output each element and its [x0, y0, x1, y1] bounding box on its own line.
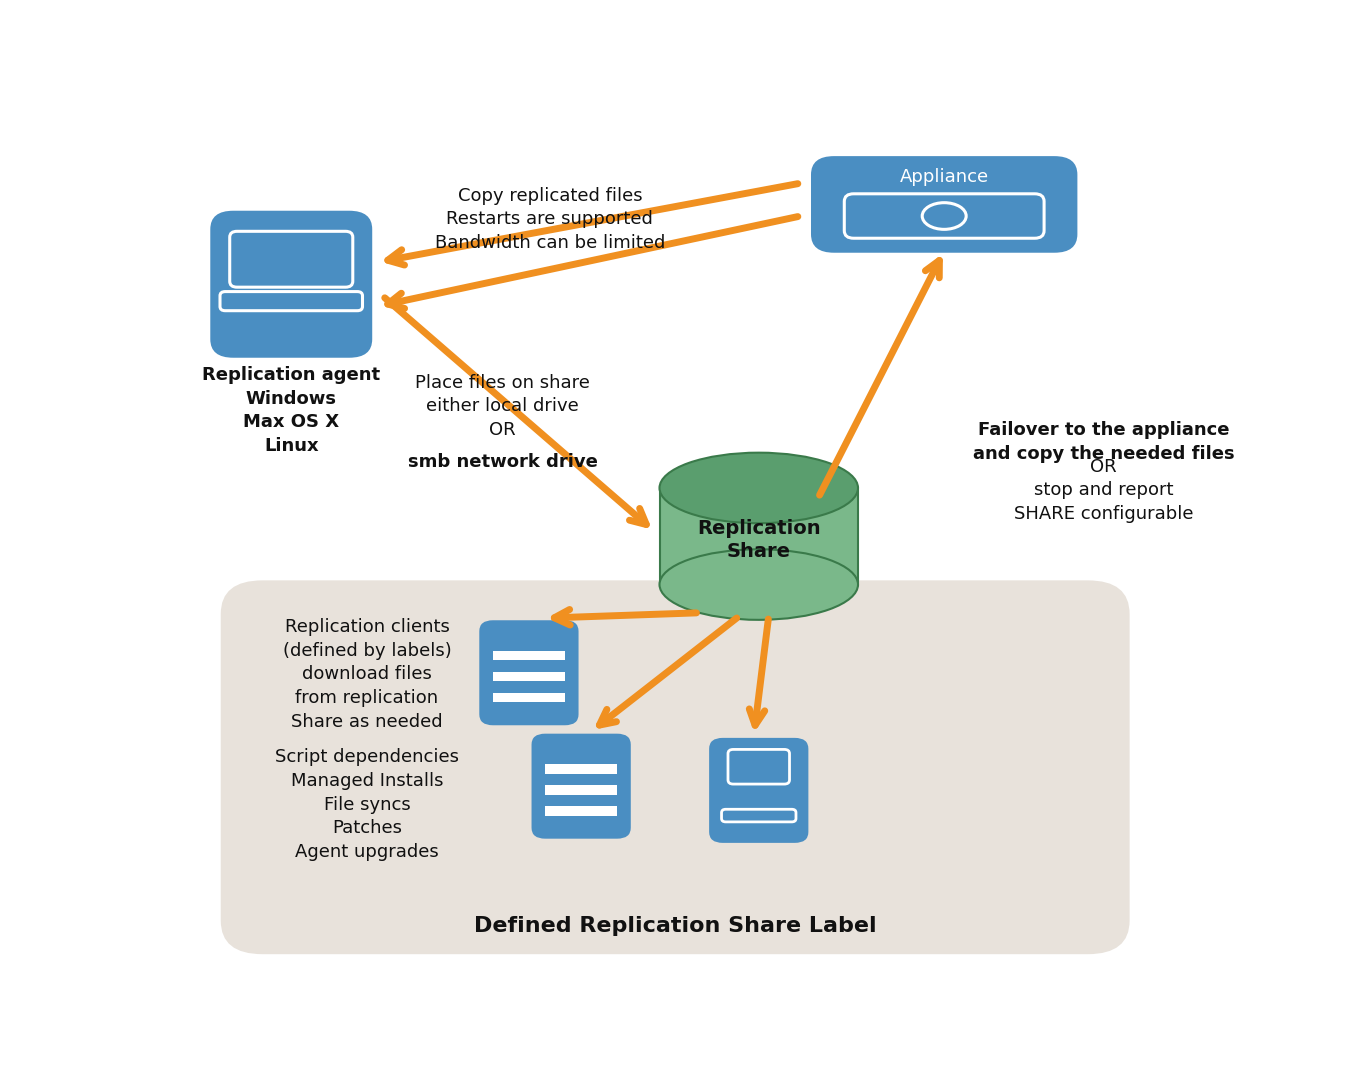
Bar	[546, 806, 617, 816]
FancyBboxPatch shape	[210, 211, 372, 358]
Bar	[493, 693, 565, 703]
Text: Failover to the appliance
and copy the needed files: Failover to the appliance and copy the n…	[973, 421, 1235, 463]
Text: Replication
Share: Replication Share	[697, 518, 821, 561]
FancyBboxPatch shape	[531, 733, 631, 839]
Ellipse shape	[659, 453, 857, 524]
Bar	[546, 764, 617, 774]
Text: OR
stop and report
SHARE configurable: OR stop and report SHARE configurable	[1014, 458, 1193, 523]
FancyBboxPatch shape	[811, 156, 1077, 253]
FancyBboxPatch shape	[480, 621, 578, 726]
Polygon shape	[659, 488, 857, 585]
Bar	[546, 786, 617, 794]
Text: Script dependencies
Managed Installs
File syncs
Patches
Agent upgrades: Script dependencies Managed Installs Fil…	[275, 748, 458, 861]
Text: Replication clients
(defined by labels)
download files
from replication
Share as: Replication clients (defined by labels) …	[283, 619, 452, 731]
Text: Replication agent
Windows
Max OS X
Linux: Replication agent Windows Max OS X Linux	[202, 367, 380, 455]
Text: Defined Replication Share Label: Defined Replication Share Label	[474, 915, 876, 936]
Text: smb network drive: smb network drive	[408, 453, 597, 471]
Bar	[493, 650, 565, 660]
Circle shape	[603, 765, 613, 774]
Text: Copy replicated files
Restarts are supported
Bandwidth can be limited: Copy replicated files Restarts are suppo…	[434, 187, 665, 252]
FancyBboxPatch shape	[709, 738, 809, 843]
Circle shape	[550, 651, 561, 660]
Text: Place files on share
either local drive
OR: Place files on share either local drive …	[415, 374, 590, 439]
FancyBboxPatch shape	[221, 580, 1130, 955]
Text: Appliance: Appliance	[899, 168, 988, 185]
Bar	[493, 672, 565, 681]
Ellipse shape	[659, 549, 857, 620]
